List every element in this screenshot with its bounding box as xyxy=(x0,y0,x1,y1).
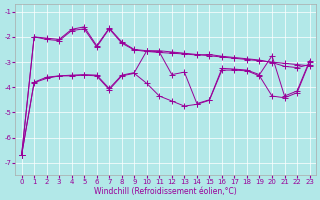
X-axis label: Windchill (Refroidissement éolien,°C): Windchill (Refroidissement éolien,°C) xyxy=(94,187,237,196)
